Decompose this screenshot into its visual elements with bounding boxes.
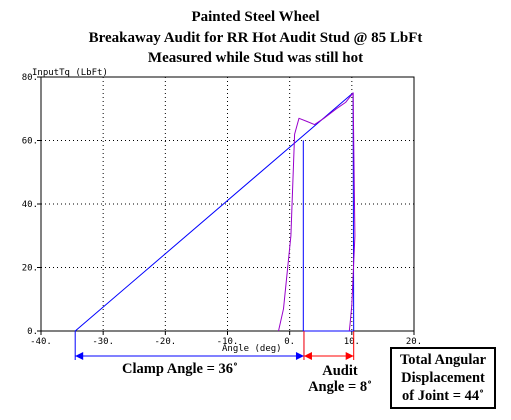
total-line-1: Total Angular bbox=[399, 352, 487, 368]
total-line-2: Displacement bbox=[401, 370, 485, 386]
title-line-3: Measured while Stud was still hot bbox=[147, 50, 364, 66]
x-tick-label: -40. bbox=[30, 337, 52, 347]
y-tick-label: 80. bbox=[22, 73, 38, 83]
series-line-2 bbox=[278, 92, 356, 332]
grid bbox=[41, 77, 414, 331]
x-axis-label: Angle (deg) bbox=[222, 344, 282, 354]
x-tick-label: 10. bbox=[344, 337, 360, 347]
audit-label-line-2: Angle = 8˚ bbox=[308, 379, 372, 395]
audit-label-line-1: Audit bbox=[322, 363, 358, 379]
x-tick-label: -20. bbox=[154, 337, 176, 347]
x-tick-label: 0. bbox=[284, 337, 295, 347]
plot-border bbox=[40, 76, 415, 332]
y-tick-label: 40. bbox=[22, 200, 38, 210]
total-line-3: of Joint = 44˚ bbox=[402, 388, 484, 404]
y-tick-label: 20. bbox=[22, 264, 38, 274]
axis-ticks: -40. -30. -20. -10. 0. 10. 20. 0. 20. 40. 60. 80. bbox=[22, 73, 422, 347]
x-tick-label: -10. bbox=[217, 337, 239, 347]
y-tick-label: 60. bbox=[22, 137, 38, 147]
dimension-arrowhead-right bbox=[345, 352, 354, 360]
y-tick-label: 0. bbox=[27, 327, 38, 337]
y-axis-label: InputTq (LbFt) bbox=[32, 68, 108, 78]
title-line-1: Painted Steel Wheel bbox=[191, 9, 320, 25]
title-line-2: Breakaway Audit for RR Hot Audit Stud @ … bbox=[88, 30, 423, 46]
series-group bbox=[74, 92, 356, 332]
clamp-angle-label: Clamp Angle = 36˚ bbox=[122, 361, 238, 377]
x-tick-label: -30. bbox=[92, 337, 114, 347]
series-line-1 bbox=[74, 92, 355, 332]
dimension-arrowhead-left bbox=[75, 352, 84, 360]
x-tick-label: 20. bbox=[406, 337, 422, 347]
total-displacement-box: Total Angular Displacement of Joint = 44… bbox=[390, 347, 496, 409]
dimension-arrowhead-left bbox=[303, 352, 312, 360]
plot-frame bbox=[40, 76, 415, 332]
dimension-arrows bbox=[74, 331, 355, 360]
dimension-arrowhead-right bbox=[295, 352, 304, 360]
